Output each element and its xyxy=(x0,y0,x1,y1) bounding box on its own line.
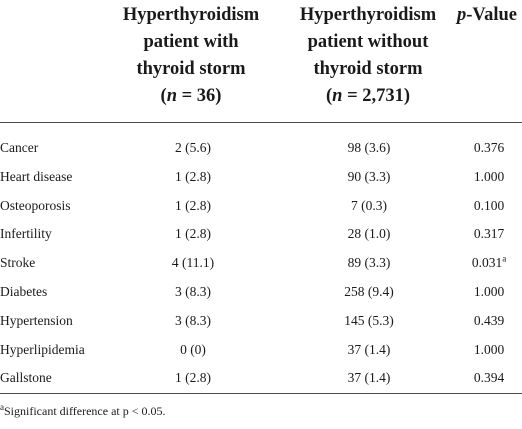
without-storm-cell: 98 (3.6) xyxy=(347,140,391,155)
p-value-text: 0.031 xyxy=(471,255,503,271)
header-without-storm-line3: thyroid storm xyxy=(313,59,423,79)
row-label: Hyperlipidemia xyxy=(0,341,85,357)
without-storm-cell: 28 (1.0) xyxy=(347,226,391,242)
table-body: Cancer 2 (5.6) 98 (3.6) 0.376 Heart disease 1… xyxy=(0,134,522,393)
comorbidity-table: Hyperthyroidism patient with thyroid sto… xyxy=(0,0,522,418)
header-without-storm-line2: patient without xyxy=(307,32,429,52)
p-value-text: 0.376 xyxy=(473,140,505,155)
n-rest: = 2,731) xyxy=(342,86,411,106)
p-value-text: 0.100 xyxy=(473,197,505,213)
without-storm-cell: 145 (5.3) xyxy=(344,312,394,328)
significance-marker: a xyxy=(502,253,507,264)
row-label: Gallstone xyxy=(0,370,52,386)
row-label: Osteoporosis xyxy=(0,197,71,213)
header-with-storm-n: (n = 36) xyxy=(120,83,262,110)
p-value-cell: 1.000 xyxy=(456,163,522,192)
header-divider xyxy=(0,122,522,123)
p-value-text: 1.000 xyxy=(473,168,505,184)
n-var: n xyxy=(332,86,343,106)
p-value-cell: 0.376 xyxy=(456,134,522,163)
p-value-text: 0.394 xyxy=(473,370,505,386)
row-label: Diabetes xyxy=(0,283,48,299)
without-storm-cell: 90 (3.3) xyxy=(347,168,391,184)
header-p-value-label: p-Value xyxy=(452,2,522,29)
p-value-text: 0.439 xyxy=(473,312,505,328)
without-storm-cell: 7 (0.3) xyxy=(351,197,387,213)
table-row: Hyperlipidemia 0 (0) 37 (1.4) 1.000 xyxy=(0,336,522,365)
table-footnote: aSignificant difference at p < 0.05. xyxy=(0,402,166,419)
p-value-cell: 0.031a xyxy=(456,249,522,278)
table-row: Gallstone 1 (2.8) 37 (1.4) 0.394 xyxy=(0,364,522,393)
with-storm-cell: 3 (8.3) xyxy=(175,312,211,328)
n-var: n xyxy=(166,86,177,106)
p-value-cell: 1.000 xyxy=(456,278,522,307)
p-value-cell: 0.394 xyxy=(456,364,522,393)
header-p-value: p-Value xyxy=(452,2,522,29)
with-storm-cell: 4 (11.1) xyxy=(171,255,215,271)
table-row: Diabetes 3 (8.3) 258 (9.4) 1.000 xyxy=(0,278,522,307)
p-italic: p xyxy=(457,5,467,25)
header-without-storm-line1: Hyperthyroidism xyxy=(299,5,437,25)
with-storm-cell: 1 (2.8) xyxy=(175,168,211,184)
without-storm-cell: 37 (1.4) xyxy=(347,341,391,357)
row-label: Infertility xyxy=(0,226,52,242)
table-bottom-rule xyxy=(0,393,522,394)
without-storm-cell: 37 (1.4) xyxy=(347,370,391,386)
table-row: Osteoporosis 1 (2.8) 7 (0.3) 0.100 xyxy=(0,192,522,221)
table-header: Hyperthyroidism patient with thyroid sto… xyxy=(0,0,522,120)
header-with-storm-line1: Hyperthyroidism xyxy=(122,5,260,25)
table-row: Stroke 4 (11.1) 89 (3.3) 0.031a xyxy=(0,249,522,278)
p-value-cell: 0.100 xyxy=(456,192,522,221)
p-value-text: 1.000 xyxy=(473,283,505,299)
p-value-cell: 0.439 xyxy=(456,307,522,336)
table-row: Cancer 2 (5.6) 98 (3.6) 0.376 xyxy=(0,134,522,163)
header-with-storm-line2: patient with xyxy=(143,32,239,52)
header-with-storm: Hyperthyroidism patient with thyroid sto… xyxy=(120,2,262,110)
with-storm-cell: 1 (2.8) xyxy=(175,226,211,242)
footnote-text: Significant difference at p < 0.05. xyxy=(4,404,166,418)
row-label: Heart disease xyxy=(0,168,73,184)
row-label: Hypertension xyxy=(0,312,73,328)
header-without-storm: Hyperthyroidism patient without thyroid … xyxy=(290,2,446,110)
without-storm-cell: 258 (9.4) xyxy=(344,283,394,299)
with-storm-cell: 1 (2.8) xyxy=(175,370,211,386)
p-value-cell: 1.000 xyxy=(456,336,522,365)
footnote-marker: a xyxy=(0,402,4,412)
with-storm-cell: 3 (8.3) xyxy=(175,283,211,299)
row-label: Cancer xyxy=(0,140,39,155)
with-storm-cell: 1 (2.8) xyxy=(175,197,211,213)
with-storm-cell: 2 (5.6) xyxy=(175,140,211,155)
table-row: Infertility 1 (2.8) 28 (1.0) 0.317 xyxy=(0,220,522,249)
p-value-text: 1.000 xyxy=(473,341,505,357)
table-row: Hypertension 3 (8.3) 145 (5.3) 0.439 xyxy=(0,307,522,336)
n-open: ( xyxy=(160,86,167,106)
n-rest: = 36) xyxy=(177,86,222,106)
with-storm-cell: 0 (0) xyxy=(180,341,206,357)
p-value-cell: 0.317 xyxy=(456,220,522,249)
without-storm-cell: 89 (3.3) xyxy=(347,255,391,271)
p-value-text: 0.317 xyxy=(473,226,505,242)
table-row: Heart disease 1 (2.8) 90 (3.3) 1.000 xyxy=(0,163,522,192)
p-rest: -Value xyxy=(466,5,517,25)
header-without-storm-n: (n = 2,731) xyxy=(290,83,446,110)
n-open: ( xyxy=(325,86,333,106)
header-with-storm-line3: thyroid storm xyxy=(136,59,246,79)
row-label: Stroke xyxy=(0,255,36,271)
